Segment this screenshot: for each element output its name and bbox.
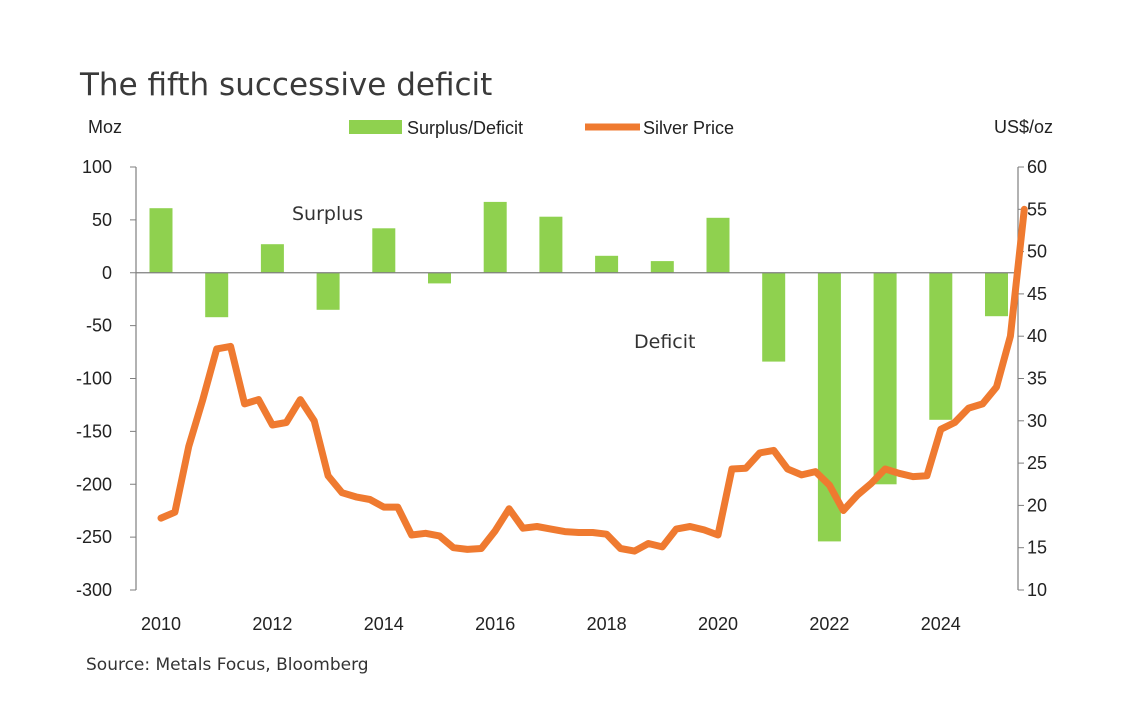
right-tick-label: 20 [1027, 495, 1047, 515]
left-tick-label: -200 [76, 474, 112, 494]
left-tick-label: -300 [76, 580, 112, 600]
right-tick-label: 35 [1027, 369, 1047, 389]
x-tick-label: 2012 [252, 614, 292, 634]
right-tick-label: 60 [1027, 157, 1047, 177]
annotation-surplus: Surplus [292, 203, 363, 225]
left-axis-unit: Moz [88, 117, 122, 137]
chart-title: The fifth successive deficit [79, 67, 492, 103]
x-tick-label: 2016 [475, 614, 515, 634]
bar-2019 [650, 261, 674, 273]
chart-source: Source: Metals Focus, Bloomberg [86, 655, 369, 675]
right-tick-label: 40 [1027, 326, 1047, 346]
bar-2024 [929, 272, 953, 420]
x-tick-label: 2024 [921, 614, 961, 634]
bar-2025 [985, 272, 1008, 317]
left-tick-label: 50 [92, 210, 112, 230]
bar-2013 [316, 272, 340, 310]
bar-2016 [483, 201, 507, 273]
annotation-deficit: Deficit [634, 331, 695, 353]
left-tick-label: 0 [102, 263, 112, 283]
left-tick-label: -150 [76, 421, 112, 441]
bar-2020 [706, 217, 730, 273]
x-tick-label: 2018 [587, 614, 627, 634]
bar-2023 [873, 272, 897, 485]
legend-label-silver-price: Silver Price [643, 118, 734, 138]
bar-2014 [372, 228, 396, 273]
bar-2012 [260, 244, 284, 273]
bar-2022 [817, 272, 841, 542]
bar-2015 [428, 272, 451, 284]
right-tick-label: 55 [1027, 199, 1047, 219]
axes [130, 166, 1024, 591]
x-tick-label: 2010 [141, 614, 181, 634]
right-axis-unit: US$/oz [994, 117, 1053, 137]
left-tick-label: -250 [76, 527, 112, 547]
bar-2011 [205, 272, 229, 318]
x-tick-label: 2014 [364, 614, 404, 634]
x-tick-label: 2022 [809, 614, 849, 634]
silver-price-line [157, 205, 1028, 555]
left-tick-label: -50 [86, 316, 112, 336]
right-tick-label: 45 [1027, 284, 1047, 304]
right-tick-label: 10 [1027, 580, 1047, 600]
bar-series [149, 201, 1008, 542]
x-tick-label: 2020 [698, 614, 738, 634]
legend-label-surplus-deficit: Surplus/Deficit [407, 118, 523, 138]
left-axis-ticks: 100 50 0 -50 -100 -150 -200 -250 -300 [76, 157, 112, 600]
right-tick-label: 25 [1027, 453, 1047, 473]
left-tick-label: 100 [82, 157, 112, 177]
right-tick-label: 30 [1027, 411, 1047, 431]
right-axis-ticks: 60 55 50 45 40 35 30 25 20 15 10 [1027, 157, 1047, 600]
left-tick-label: -100 [76, 369, 112, 389]
bar-2018 [595, 255, 619, 273]
right-tick-label: 15 [1027, 538, 1047, 558]
bar-2010 [149, 208, 173, 273]
legend-swatch-surplus-deficit [349, 120, 402, 134]
bar-2021 [762, 272, 786, 362]
right-tick-label: 50 [1027, 242, 1047, 262]
legend: Surplus/Deficit Silver Price [349, 118, 734, 138]
x-axis-ticks: 2010 2012 2014 2016 2018 2020 2022 2024 [141, 614, 961, 634]
bar-2017 [539, 216, 563, 273]
